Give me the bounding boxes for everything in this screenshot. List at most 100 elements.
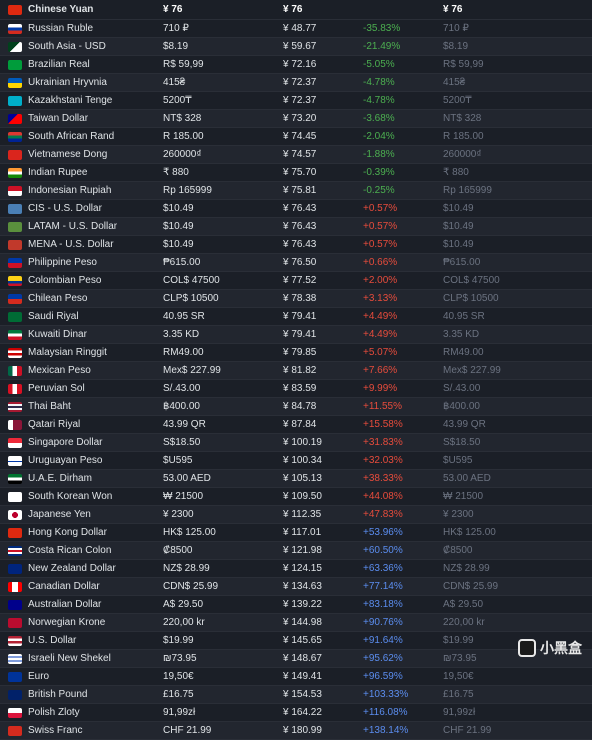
currency-name: Costa Rican Colon	[28, 545, 111, 556]
flag-icon	[8, 456, 22, 466]
orig-price-cell: ฿400.00	[443, 401, 563, 412]
orig-price-cell: S$18.50	[443, 437, 563, 448]
table-row[interactable]: Israeli New Shekel₪73.95¥ 148.67+95.62%₪…	[0, 650, 592, 668]
table-row[interactable]: Uruguayan Peso$U595¥ 100.34+32.03%$U595	[0, 452, 592, 470]
table-row[interactable]: Philippine Peso₱615.00¥ 76.50+0.66%₱615.…	[0, 254, 592, 272]
currency-name-cell: Kazakhstani Tenge	[8, 95, 163, 106]
table-row[interactable]: Swiss FrancCHF 21.99¥ 180.99+138.14%CHF …	[0, 722, 592, 740]
flag-icon	[8, 222, 22, 232]
table-row[interactable]: Euro19,50€¥ 149.41+96.59%19,50€	[0, 668, 592, 686]
converted-cell: ¥ 73.20	[283, 113, 363, 124]
table-row[interactable]: Taiwan DollarNT$ 328¥ 73.20-3.68%NT$ 328	[0, 110, 592, 128]
table-row[interactable]: Canadian DollarCDN$ 25.99¥ 134.63+77.14%…	[0, 578, 592, 596]
converted-cell: ¥ 77.52	[283, 275, 363, 286]
percent-cell: +63.36%	[363, 563, 443, 574]
price-cell: HK$ 125.00	[163, 527, 283, 538]
currency-name-cell: Swiss Franc	[8, 725, 163, 736]
table-row[interactable]: Singapore DollarS$18.50¥ 100.19+31.83%S$…	[0, 434, 592, 452]
currency-name: Euro	[28, 671, 49, 682]
percent-cell: +53.96%	[363, 527, 443, 538]
converted-cell: ¥ 117.01	[283, 527, 363, 538]
table-row[interactable]: South African RandR 185.00¥ 74.45-2.04%R…	[0, 128, 592, 146]
currency-name-cell: South African Rand	[8, 131, 163, 142]
table-row[interactable]: Kazakhstani Tenge5200₸¥ 72.37-4.78%5200₸	[0, 92, 592, 110]
table-row[interactable]: Malaysian RinggitRM49.00¥ 79.85+5.07%RM4…	[0, 344, 592, 362]
flag-icon	[8, 24, 22, 34]
table-row[interactable]: Norwegian Krone220,00 kr¥ 144.98+90.76%2…	[0, 614, 592, 632]
percent-cell: +0.57%	[363, 239, 443, 250]
orig-price-cell: 19,50€	[443, 671, 563, 682]
table-row[interactable]: South Korean Won₩ 21500¥ 109.50+44.08%₩ …	[0, 488, 592, 506]
table-row[interactable]: Hong Kong DollarHK$ 125.00¥ 117.01+53.96…	[0, 524, 592, 542]
orig-price-cell: $10.49	[443, 239, 563, 250]
table-row[interactable]: Saudi Riyal40.95 SR¥ 79.41+4.49%40.95 SR	[0, 308, 592, 326]
flag-icon	[8, 636, 22, 646]
converted-cell: ¥ 134.63	[283, 581, 363, 592]
percent-cell: +9.99%	[363, 383, 443, 394]
flag-icon	[8, 240, 22, 250]
table-row[interactable]: Indian Rupee₹ 880¥ 75.70-0.39%₹ 880	[0, 164, 592, 182]
converted-cell: ¥ 79.41	[283, 311, 363, 322]
orig-price-cell: $10.49	[443, 203, 563, 214]
converted-cell: ¥ 74.57	[283, 149, 363, 160]
price-cell: CHF 21.99	[163, 725, 283, 736]
table-row[interactable]: New Zealand DollarNZ$ 28.99¥ 124.15+63.3…	[0, 560, 592, 578]
currency-name: LATAM - U.S. Dollar	[28, 221, 117, 232]
table-row[interactable]: Polish Zloty91,99zł¥ 164.22+116.08%91,99…	[0, 704, 592, 722]
table-row[interactable]: Peruvian SolS/.43.00¥ 83.59+9.99%S/.43.0…	[0, 380, 592, 398]
flag-icon	[8, 294, 22, 304]
table-row[interactable]: CIS - U.S. Dollar$10.49¥ 76.43+0.57%$10.…	[0, 200, 592, 218]
table-row[interactable]: Indonesian RupiahRp 165999¥ 75.81-0.25%R…	[0, 182, 592, 200]
table-row[interactable]: British Pound£16.75¥ 154.53+103.33%£16.7…	[0, 686, 592, 704]
table-row[interactable]: Vietnamese Dong260000₫¥ 74.57-1.88%26000…	[0, 146, 592, 164]
flag-icon	[8, 204, 22, 214]
flag-icon	[8, 528, 22, 538]
currency-name-cell: New Zealand Dollar	[8, 563, 163, 574]
table-row[interactable]: Qatari Riyal43.99 QR¥ 87.84+15.58%43.99 …	[0, 416, 592, 434]
currency-name: Polish Zloty	[28, 707, 80, 718]
table-row[interactable]: MENA - U.S. Dollar$10.49¥ 76.43+0.57%$10…	[0, 236, 592, 254]
flag-icon	[8, 348, 22, 358]
flag-icon	[8, 78, 22, 88]
table-row[interactable]: Ukrainian Hryvnia415₴¥ 72.37-4.78%415₴	[0, 74, 592, 92]
price-cell: S/.43.00	[163, 383, 283, 394]
currency-name: Colombian Peso	[28, 275, 101, 286]
table-row[interactable]: Mexican PesoMex$ 227.99¥ 81.82+7.66%Mex$…	[0, 362, 592, 380]
currency-name-cell: LATAM - U.S. Dollar	[8, 221, 163, 232]
table-row[interactable]: Kuwaiti Dinar3.35 KD¥ 79.41+4.49%3.35 KD	[0, 326, 592, 344]
table-row[interactable]: Brazilian RealR$ 59,99¥ 72.16-5.05%R$ 59…	[0, 56, 592, 74]
table-row[interactable]: U.A.E. Dirham53.00 AED¥ 105.13+38.33%53.…	[0, 470, 592, 488]
percent-cell: +96.59%	[363, 671, 443, 682]
percent-cell: -0.39%	[363, 167, 443, 178]
table-row[interactable]: Russian Ruble710 ₽¥ 48.77-35.83%710 ₽	[0, 20, 592, 38]
table-row[interactable]: Japanese Yen¥ 2300¥ 112.35+47.83%¥ 2300	[0, 506, 592, 524]
converted-cell: ¥ 79.41	[283, 329, 363, 340]
price-cell: $10.49	[163, 221, 283, 232]
currency-name: South Korean Won	[28, 491, 112, 502]
flag-icon	[8, 474, 22, 484]
currency-name: Ukrainian Hryvnia	[28, 77, 107, 88]
orig-price-cell: NT$ 328	[443, 113, 563, 124]
converted-cell: ¥ 121.98	[283, 545, 363, 556]
table-row[interactable]: Costa Rican Colon₡8500¥ 121.98+60.50%₡85…	[0, 542, 592, 560]
percent-cell: +38.33%	[363, 473, 443, 484]
table-row[interactable]: Colombian PesoCOL$ 47500¥ 77.52+2.00%COL…	[0, 272, 592, 290]
watermark-icon	[518, 639, 536, 657]
table-row[interactable]: LATAM - U.S. Dollar$10.49¥ 76.43+0.57%$1…	[0, 218, 592, 236]
table-row[interactable]: Chilean PesoCLP$ 10500¥ 78.38+3.13%CLP$ …	[0, 290, 592, 308]
header-orig: ¥ 76	[443, 4, 563, 15]
table-row[interactable]: U.S. Dollar$19.99¥ 145.65+91.64%$19.99	[0, 632, 592, 650]
orig-price-cell: 260000₫	[443, 149, 563, 160]
currency-name: Philippine Peso	[28, 257, 97, 268]
currency-name: U.A.E. Dirham	[28, 473, 92, 484]
flag-icon	[8, 42, 22, 52]
orig-price-cell: ₩ 21500	[443, 491, 563, 502]
flag-icon	[8, 96, 22, 106]
orig-price-cell: $U595	[443, 455, 563, 466]
price-cell: 220,00 kr	[163, 617, 283, 628]
table-row[interactable]: South Asia - USD$8.19¥ 59.67-21.49%$8.19	[0, 38, 592, 56]
table-row[interactable]: Thai Baht฿400.00¥ 84.78+11.55%฿400.00	[0, 398, 592, 416]
orig-price-cell: 3.35 KD	[443, 329, 563, 340]
table-row[interactable]: Australian DollarA$ 29.50¥ 139.22+83.18%…	[0, 596, 592, 614]
price-cell: $19.99	[163, 635, 283, 646]
